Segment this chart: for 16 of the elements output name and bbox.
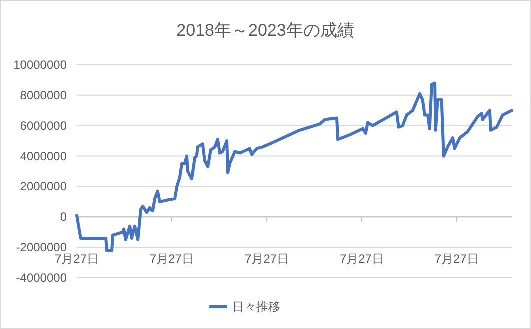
y-tick-label: 10000000 xyxy=(14,58,68,72)
y-tick-label: 6000000 xyxy=(20,118,68,133)
x-tick-label: 7月27日 xyxy=(434,252,479,266)
y-tick-label: 2000000 xyxy=(20,180,68,194)
x-tick-label: 7月27日 xyxy=(245,252,290,266)
y-tick-label: 8000000 xyxy=(20,88,68,102)
x-tick-label: 7月27日 xyxy=(150,252,194,266)
y-tick-label: 4000000 xyxy=(20,149,68,164)
y-tick-label: -4000000 xyxy=(16,271,68,285)
line-series xyxy=(76,82,514,252)
y-tick-label: -2000000 xyxy=(16,240,68,255)
chart-title: 2018年～2023年の成績 xyxy=(176,21,354,40)
y-tick-label: 0 xyxy=(60,210,68,224)
x-tick-label: 7月27日 xyxy=(54,252,100,266)
x-tick-label: 7月27日 xyxy=(340,252,384,266)
legend-label: 日々推移 xyxy=(232,300,280,314)
